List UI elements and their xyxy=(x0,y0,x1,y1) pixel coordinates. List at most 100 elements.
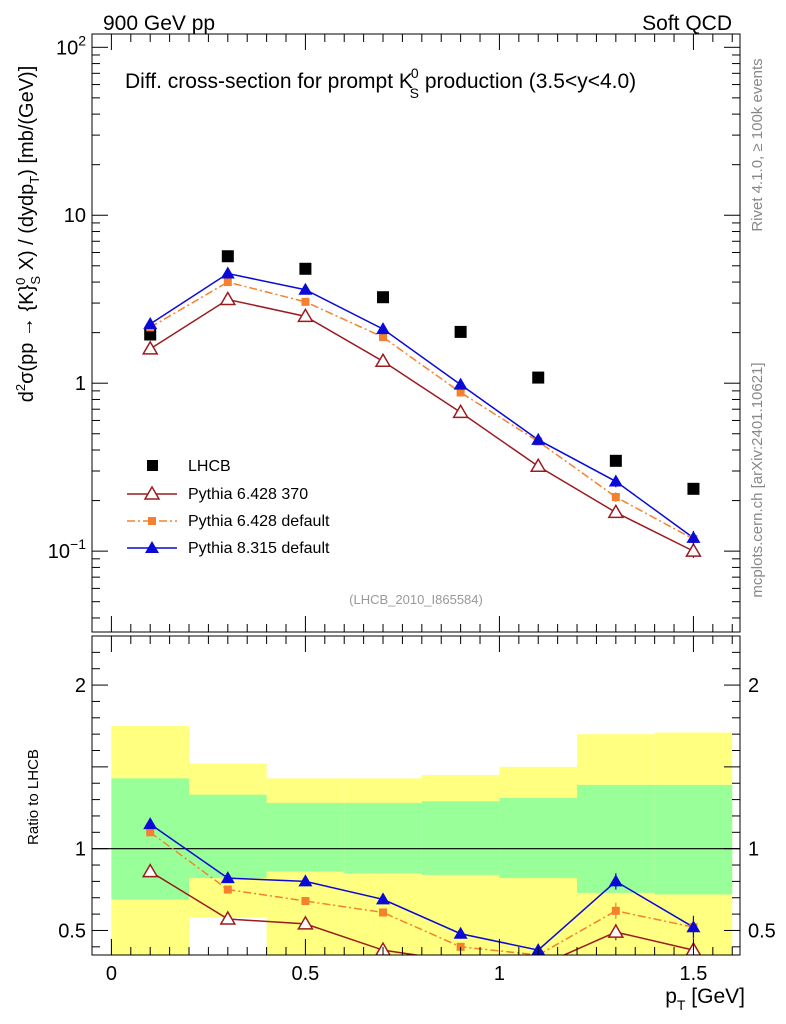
main-point-2-3 xyxy=(379,333,388,342)
main-point-0-0 xyxy=(144,328,157,341)
legend-label-lhcb: LHCB xyxy=(188,458,231,475)
xtick-label-3: 1.5 xyxy=(680,963,708,985)
main-point-3-7 xyxy=(686,530,701,543)
ratio-point-1-6 xyxy=(611,906,620,915)
ratio-frame xyxy=(91,635,741,956)
xtick-label-1: 0.5 xyxy=(292,963,320,985)
main-point-0-7 xyxy=(687,482,700,495)
legend-marker-p6-370 xyxy=(143,485,161,500)
main-point-1-6 xyxy=(607,503,625,519)
main-point-3-3 xyxy=(376,322,391,335)
plot-frames xyxy=(91,33,741,956)
ratio-ytick-label-right-1: 1 xyxy=(748,839,759,861)
main-ytick-label-2: 10 xyxy=(64,205,86,227)
main-point-3-2 xyxy=(298,282,313,295)
main-point-2-6 xyxy=(611,493,620,502)
ratio-point-1-3 xyxy=(379,908,388,917)
ratio-point-0-2 xyxy=(297,915,314,930)
ratio-y-axis-label: Ratio to LHCB xyxy=(25,749,42,845)
plot-title-main: Diff. cross-section for prompt K xyxy=(125,70,413,93)
band-green-4 xyxy=(421,801,500,875)
xtick-label-0: 0 xyxy=(106,963,117,985)
header-right: Soft QCD xyxy=(642,12,732,35)
ratio-ytick-label-left-1: 1 xyxy=(75,839,86,861)
legend-marker-p8 xyxy=(145,541,159,553)
band-green-5 xyxy=(499,797,578,879)
ratio-ytick-label-right-2: 2 xyxy=(748,675,759,697)
legend-marker-lhcb xyxy=(147,460,158,471)
main-point-1-0 xyxy=(141,340,159,355)
ratio-line-0 xyxy=(149,870,694,955)
main-line-1 xyxy=(149,298,694,552)
main-point-3-5 xyxy=(531,432,546,445)
ratio-point-2-6 xyxy=(608,874,623,887)
plot-title-super: 0 xyxy=(411,65,419,81)
main-point-1-1 xyxy=(219,291,237,306)
ratio-line-2 xyxy=(149,823,694,951)
plot-title: Diff. cross-section for prompt K0 S produ… xyxy=(125,65,636,101)
main-point-0-2 xyxy=(299,262,312,275)
ratio-point-2-4 xyxy=(453,926,468,939)
main-point-0-1 xyxy=(221,250,234,263)
ratio-point-1-2 xyxy=(301,897,310,906)
xtick-label-2: 1 xyxy=(494,963,505,985)
main-point-3-0 xyxy=(143,317,158,330)
ratio-point-2-3 xyxy=(376,892,391,905)
main-ytick-label-0: 10−1 xyxy=(48,536,86,563)
main-ytick-label-3: 102 xyxy=(56,32,86,59)
legend-label-p6-default: Pythia 6.428 default xyxy=(188,513,330,530)
ratio-ytick-label-left-0: 0.5 xyxy=(58,920,86,942)
ratio-point-0-4 xyxy=(459,953,462,955)
legend-label-p8: Pythia 8.315 default xyxy=(188,540,330,557)
band-green-3 xyxy=(344,802,422,874)
ratio-point-2-1 xyxy=(220,871,235,884)
band-green-2 xyxy=(266,802,345,872)
legend: LHCB Pythia 6.428 370 Pythia 6.428 defau… xyxy=(127,458,330,557)
ratio-point-2-0 xyxy=(143,817,158,830)
band-green-1 xyxy=(189,794,267,879)
ratio-point-1-0 xyxy=(146,828,155,837)
ratio-point-0-1 xyxy=(219,910,237,925)
main-ytick-label-1: 1 xyxy=(75,373,86,395)
plot-title-sub: S xyxy=(410,85,419,101)
main-point-0-3 xyxy=(377,291,390,304)
main-point-1-2 xyxy=(297,307,314,323)
legend-label-p6-370: Pythia 6.428 370 xyxy=(188,486,308,503)
plot-title-suffix: production (3.5<y<4.0) xyxy=(419,70,636,93)
main-point-1-4 xyxy=(452,403,469,419)
main-point-3-6 xyxy=(608,474,623,487)
band-green-0 xyxy=(111,778,190,900)
main-point-1-7 xyxy=(685,542,702,557)
main-point-1-5 xyxy=(529,457,547,473)
ratio-bands xyxy=(92,725,740,955)
x-axis-label: pT [GeV] xyxy=(665,985,745,1013)
main-point-3-1 xyxy=(220,266,235,279)
ratio-point-0-5 xyxy=(531,959,545,971)
main-point-2-4 xyxy=(456,388,465,397)
band-green-7 xyxy=(654,784,733,895)
header-left: 900 GeV pp xyxy=(103,12,215,35)
ratio-line-1 xyxy=(149,831,694,955)
series-lines xyxy=(149,272,694,955)
ratio-point-0-6 xyxy=(607,923,625,938)
ratio-point-1-4 xyxy=(456,942,465,951)
main-point-2-2 xyxy=(301,297,310,306)
main-point-0-4 xyxy=(454,325,467,338)
main-point-1-3 xyxy=(374,352,392,368)
ratio-ytick-label-left-2: 2 xyxy=(75,675,86,697)
main-point-0-6 xyxy=(609,454,622,467)
ratio-point-2-7 xyxy=(686,920,701,933)
main-line-3 xyxy=(149,272,694,539)
series-markers xyxy=(141,250,702,971)
ratio-ytick-label-right-0: 0.5 xyxy=(748,920,776,942)
ratio-point-0-0 xyxy=(141,863,159,878)
ratio-point-2-2 xyxy=(298,874,313,887)
main-point-2-1 xyxy=(223,278,232,287)
main-point-3-4 xyxy=(453,377,468,390)
main-point-0-5 xyxy=(532,371,545,384)
ratio-point-1-1 xyxy=(223,885,232,894)
rivet-label: Rivet 4.1.0, ≥ 100k events xyxy=(749,58,766,231)
mcplots-label: mcplots.cern.ch [arXiv:2401.10621] xyxy=(749,362,766,597)
main-line-2 xyxy=(149,281,694,540)
